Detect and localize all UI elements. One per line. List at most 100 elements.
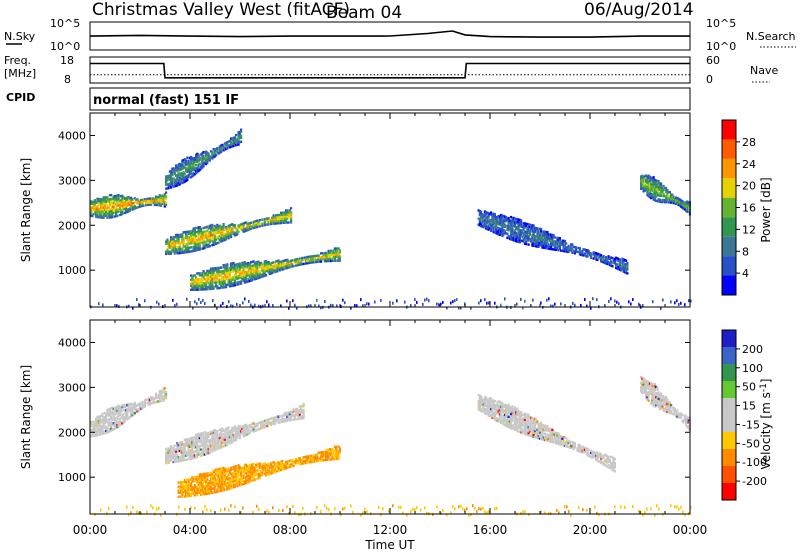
data-cell: [150, 199, 153, 202]
data-cell: [517, 418, 520, 421]
data-cell: [483, 214, 486, 217]
data-cell: [225, 234, 228, 237]
data-cell: [238, 268, 241, 271]
data-cell: [236, 484, 239, 488]
data-cell: [662, 188, 665, 192]
data-cell: [192, 168, 195, 171]
data-cell: [177, 181, 180, 184]
data-cell: [286, 466, 289, 469]
data-cell: [303, 258, 306, 261]
data-cell: [227, 226, 230, 230]
data-cell: [196, 158, 199, 162]
data-cell: [585, 248, 588, 252]
data-cell: [222, 489, 225, 492]
data-cell: [123, 405, 126, 409]
data-cell: [163, 201, 166, 204]
data-cell: [392, 301, 394, 305]
data-cell: [191, 276, 194, 279]
data-cell: [182, 451, 185, 454]
data-cell: [552, 234, 555, 237]
data-cell: [117, 424, 120, 428]
data-cell: [666, 195, 669, 198]
data-cell: [202, 449, 205, 452]
data-cell: [180, 441, 183, 444]
data-cell: [183, 231, 186, 234]
data-cell: [197, 435, 200, 438]
data-cell: [106, 216, 109, 219]
data-cell: [192, 233, 195, 236]
data-cell: [256, 469, 259, 472]
data-cell: [528, 229, 531, 232]
data-cell: [207, 154, 210, 157]
data-cell: [262, 270, 265, 274]
data-cell: [671, 199, 674, 202]
data-cell: [561, 243, 564, 246]
data-cell: [222, 272, 225, 275]
data-cell: [297, 259, 300, 263]
data-cell: [90, 208, 93, 211]
data-cell: [231, 266, 234, 269]
data-cell: [195, 288, 198, 291]
data-cell: [657, 194, 660, 197]
data-cell: [242, 426, 245, 430]
data-cell: [216, 281, 219, 284]
data-cell: [193, 167, 196, 170]
data-cell: [217, 268, 220, 272]
data-cell: [537, 229, 540, 232]
data-cell: [201, 156, 204, 159]
data-cell: [205, 484, 208, 487]
data-cell: [483, 222, 486, 225]
data-cell: [268, 221, 271, 224]
data-cell: [222, 441, 225, 444]
data-cell: [210, 487, 213, 491]
data-cell: [103, 210, 106, 213]
data-cell: [290, 416, 293, 420]
data-cell: [302, 462, 305, 465]
data-cell: [520, 413, 523, 416]
data-cell: [190, 288, 193, 291]
data-cell: [298, 459, 301, 462]
data-cell: [487, 402, 490, 405]
data-cell: [513, 410, 516, 413]
data-cell: [128, 403, 131, 407]
data-cell: [163, 393, 166, 396]
data-cell: [536, 227, 539, 230]
data-cell: [203, 271, 206, 275]
data-cell: [545, 236, 548, 240]
data-cell: [507, 421, 510, 425]
data-cell: [200, 489, 203, 492]
data-cell: [481, 410, 484, 413]
data-cell: [122, 206, 125, 209]
data-cell: [227, 430, 230, 433]
data-cell: [326, 456, 329, 459]
data-cell: [530, 240, 533, 243]
data-cell: [257, 223, 260, 226]
data-cell: [188, 242, 191, 245]
feature: [640, 174, 691, 216]
data-cell: [205, 156, 208, 160]
data-cell: [156, 201, 159, 205]
data-cell: [508, 235, 511, 238]
data-cell: [102, 212, 105, 215]
data-cell: [130, 408, 133, 412]
data-cell: [522, 430, 525, 433]
data-cell: [168, 182, 171, 185]
data-cell: [653, 186, 656, 190]
data-cell: [236, 269, 239, 272]
data-cell: [520, 421, 523, 424]
data-cell: [201, 284, 204, 287]
data-cell: [198, 479, 201, 482]
data-cell: [648, 195, 651, 199]
data-cell: [296, 257, 299, 261]
data-cell: [197, 487, 200, 490]
data-cell: [213, 155, 216, 158]
data-cell: [286, 299, 288, 303]
data-cell: [102, 420, 105, 423]
data-cell: [162, 389, 165, 392]
data-cell: [200, 436, 203, 439]
data-cell: [216, 287, 219, 290]
data-cell: [238, 482, 241, 485]
data-cell: [217, 280, 220, 284]
data-cell: [237, 283, 240, 286]
data-cell: [266, 463, 269, 466]
